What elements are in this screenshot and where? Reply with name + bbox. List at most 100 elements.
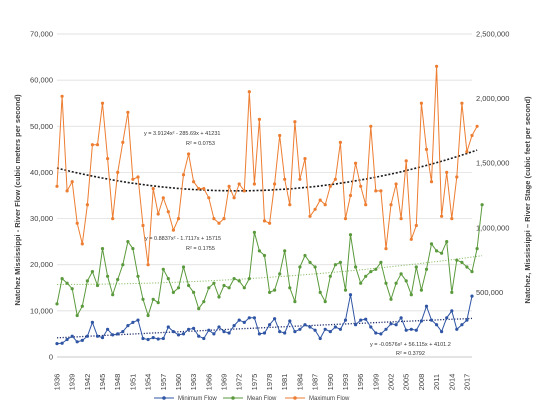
data-point: [85, 279, 89, 283]
data-point: [470, 294, 474, 298]
data-point: [364, 203, 368, 207]
data-point: [136, 274, 140, 278]
data-point: [394, 281, 398, 285]
data-point: [227, 331, 231, 335]
data-point: [475, 247, 479, 251]
data-point: [450, 309, 454, 313]
data-point: [80, 304, 84, 308]
data-point: [126, 324, 130, 328]
x-tick-label: 2011: [432, 374, 441, 390]
y-tick-label: 10,000: [30, 306, 53, 315]
data-point: [242, 189, 246, 193]
data-point: [268, 323, 272, 327]
legend-item-minimum: Minimum Flow: [154, 396, 217, 402]
data-point: [70, 334, 74, 338]
data-point: [429, 318, 434, 322]
data-point: [237, 279, 241, 283]
data-point: [90, 143, 94, 147]
data-point: [197, 187, 201, 191]
data-point: [80, 338, 84, 342]
x-tick-label: 1939: [68, 374, 77, 391]
data-point: [424, 147, 429, 151]
data-point: [414, 265, 418, 269]
y2-axis-ticks: 500,000 1,000,000 1,500,000 2,000,000 2,500,…: [476, 30, 509, 297]
data-point: [192, 180, 196, 184]
data-point: [232, 324, 236, 328]
y-tick-label: 50,000: [30, 122, 53, 131]
data-point: [308, 214, 312, 218]
data-point: [379, 332, 383, 336]
data-point: [141, 223, 145, 228]
data-point: [106, 274, 110, 278]
data-point: [394, 182, 398, 186]
data-point: [202, 336, 206, 341]
data-point: [146, 337, 150, 342]
y-tick-label: 30,000: [30, 214, 53, 223]
data-point: [257, 332, 261, 336]
x-tick-label: 2005: [402, 374, 411, 391]
x-tick-label: 1993: [341, 374, 350, 391]
data-point: [424, 267, 429, 271]
data-point: [161, 267, 165, 271]
data-point: [217, 295, 221, 299]
data-point: [90, 320, 94, 324]
data-point: [348, 233, 353, 237]
data-point: [136, 318, 140, 322]
data-point: [445, 240, 449, 244]
data-point: [55, 184, 59, 188]
data-point: [455, 327, 459, 331]
x-tick-label: 1942: [83, 374, 92, 391]
data-point: [207, 196, 211, 200]
data-point: [242, 320, 246, 324]
data-point: [374, 189, 378, 193]
data-point: [131, 247, 135, 251]
data-point: [146, 263, 150, 267]
x-tick-label: 1945: [98, 374, 107, 391]
data-point: [384, 281, 388, 285]
gridlines: [57, 33, 472, 358]
data-point: [308, 325, 312, 329]
data-point: [318, 336, 322, 341]
data-point: [288, 286, 292, 290]
data-point: [440, 214, 444, 218]
data-point: [429, 242, 434, 246]
series-2: [55, 64, 479, 267]
data-point: [106, 327, 110, 331]
data-point: [131, 177, 135, 181]
data-point: [217, 325, 221, 329]
legend-item-maximum: Maximum Flow: [285, 396, 350, 402]
data-point: [399, 272, 403, 276]
data-point: [318, 290, 322, 294]
x-tick-label: 1963: [189, 374, 198, 391]
data-point: [298, 177, 302, 181]
data-point: [171, 290, 175, 294]
y2-tick-label: 1,000,000: [476, 223, 509, 232]
x-axis-ticks: 1936 1939 1942 1945 1948 1951 1954 1957 1960 1963…: [53, 374, 472, 391]
data-point: [273, 288, 277, 292]
data-point: [278, 330, 282, 334]
data-point: [409, 327, 413, 331]
mean-flow-equation: y = 0.8837x² - 1.7117x + 15715: [145, 236, 221, 242]
data-point: [161, 196, 165, 200]
data-point: [121, 140, 125, 144]
trendline-0: [56, 317, 473, 339]
data-point: [55, 342, 59, 346]
data-point: [146, 313, 150, 318]
data-point: [374, 267, 378, 271]
data-point: [414, 328, 418, 332]
data-point: [338, 327, 342, 331]
y-tick-label: 60,000: [30, 76, 53, 85]
data-point: [419, 319, 423, 323]
data-point: [328, 184, 332, 188]
data-point: [60, 341, 64, 345]
data-point: [262, 219, 267, 223]
data-point: [389, 297, 393, 301]
data-point: [465, 150, 469, 154]
data-point: [384, 247, 388, 251]
data-point: [55, 302, 59, 306]
data-point: [298, 265, 302, 269]
data-point: [202, 300, 206, 304]
x-tick-label: 1999: [371, 374, 380, 391]
data-point: [273, 182, 277, 186]
data-point: [121, 263, 125, 267]
